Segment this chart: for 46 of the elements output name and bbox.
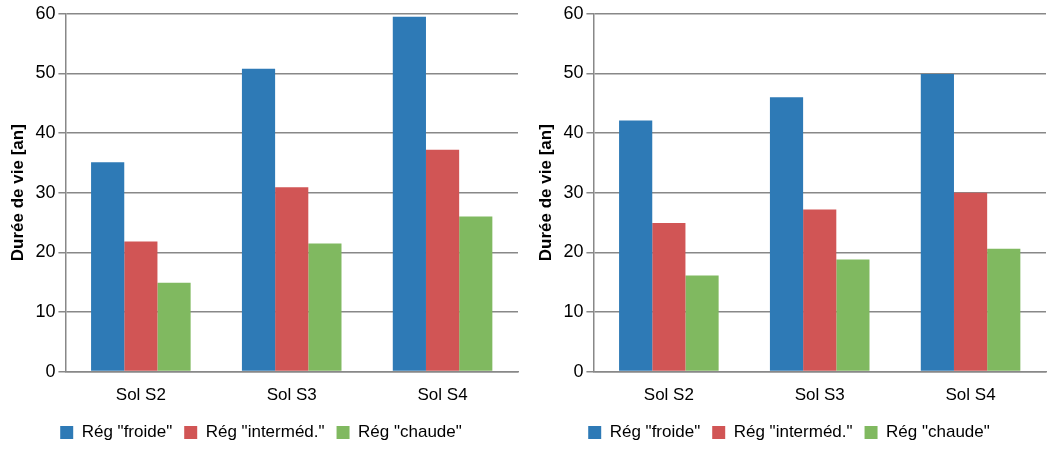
y-tick-label: 30 (35, 181, 56, 202)
y-axis-title: Durée de vie [an] (535, 124, 555, 262)
x-tick-label: Sol S4 (945, 385, 996, 405)
x-tick-label: Sol S4 (417, 385, 468, 405)
y-tick-label: 60 (35, 2, 56, 23)
y-axis-title: Durée de vie [an] (7, 124, 27, 262)
bar (920, 74, 954, 371)
x-tick-label: Sol S2 (643, 385, 694, 405)
x-tick-label: Sol S2 (115, 385, 166, 405)
bar (124, 241, 158, 371)
bar (157, 282, 191, 371)
bar (91, 162, 125, 371)
y-tick-label: 0 (573, 360, 584, 381)
y-tick-label: 30 (563, 181, 584, 202)
x-tick-label: Sol S3 (794, 385, 845, 405)
y-tick-label: 10 (563, 300, 584, 321)
legend-label: Rég "chaude" (358, 422, 462, 442)
y-tick-label: 50 (563, 62, 584, 83)
bar (685, 275, 719, 371)
bar (308, 243, 342, 371)
x-tick-label: Sol S3 (266, 385, 317, 405)
y-tick-label: 40 (35, 122, 56, 143)
bar (987, 248, 1021, 371)
bar (803, 209, 837, 371)
y-tick-label: 20 (563, 241, 584, 262)
legend-label: Rég "froide" (609, 422, 701, 442)
bar (241, 68, 276, 371)
y-tick-label: 20 (35, 241, 56, 262)
bar (836, 259, 870, 371)
bar (953, 192, 988, 371)
y-tick-label: 50 (35, 62, 56, 83)
legend-label: Rég "froide" (81, 422, 173, 442)
y-tick-label: 60 (563, 2, 584, 23)
bar (392, 16, 426, 371)
bar (275, 187, 309, 371)
bar (652, 223, 686, 371)
legend-label: Rég "interméd." (205, 422, 325, 442)
y-tick-label: 10 (35, 300, 56, 321)
bar (425, 149, 460, 371)
legend-label: Rég "interméd." (733, 422, 853, 442)
bar (769, 97, 804, 371)
y-tick-label: 40 (563, 122, 584, 143)
bar (619, 120, 653, 371)
legend-label: Rég "chaude" (886, 422, 990, 442)
y-tick-label: 0 (45, 360, 56, 381)
bar (459, 216, 493, 371)
